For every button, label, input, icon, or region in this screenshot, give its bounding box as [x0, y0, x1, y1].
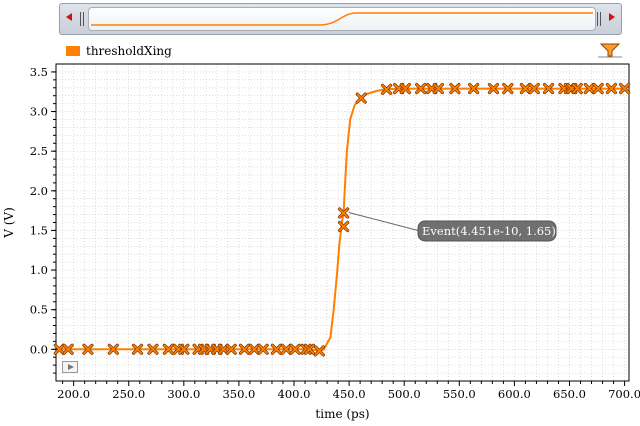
- data-point-marker: [303, 343, 316, 355]
- data-point-marker: [415, 82, 427, 95]
- x-tick-label: 550.0: [443, 387, 476, 401]
- data-point-marker: [178, 343, 190, 355]
- data-point-marker: [53, 343, 65, 355]
- data-point-marker: [313, 345, 325, 357]
- data-point-marker: [131, 343, 144, 355]
- callout-label: Event(4.451e-10, 1.65): [422, 224, 556, 238]
- y-tick-label: 1.0: [30, 263, 48, 277]
- x-tick-label: 250.0: [112, 387, 145, 401]
- series-line-thresholdXing: [59, 87, 625, 352]
- navigator-window[interactable]: [88, 7, 596, 31]
- y-tick-label: 0.5: [30, 303, 48, 317]
- data-point-marker: [217, 343, 230, 355]
- data-point-marker: [399, 82, 411, 95]
- data-point-marker: [583, 82, 595, 95]
- data-point-marker: [162, 343, 174, 355]
- x-axis-label: time (ps): [315, 407, 369, 421]
- series-markers: [53, 82, 631, 357]
- range-navigator[interactable]: [59, 3, 622, 35]
- data-point-marker: [82, 343, 94, 355]
- legend-label: thresholdXing: [86, 44, 172, 58]
- legend-swatch: [66, 46, 80, 56]
- data-point-marker: [605, 82, 617, 95]
- grid: [56, 64, 629, 381]
- x-tick-label: 350.0: [222, 387, 255, 401]
- play-icon[interactable]: [62, 361, 78, 373]
- data-point-marker: [618, 82, 631, 95]
- callout-box: [417, 220, 557, 242]
- data-point-marker: [62, 343, 74, 355]
- scroll-right-icon[interactable]: [609, 13, 615, 21]
- data-point-marker: [289, 343, 301, 355]
- filter-icon[interactable]: [598, 42, 622, 58]
- data-point-marker: [248, 343, 260, 355]
- y-tick-label: 0.0: [30, 342, 48, 356]
- y-tick-label: 3.0: [30, 105, 48, 119]
- data-point-marker: [355, 92, 367, 104]
- data-point-marker: [542, 82, 555, 95]
- y-tick-label: 2.5: [30, 144, 48, 158]
- data-point-marker: [338, 220, 350, 233]
- data-point-marker: [280, 343, 292, 355]
- data-point-marker: [519, 82, 532, 95]
- data-point-marker: [487, 82, 500, 95]
- data-point-marker: [571, 82, 583, 95]
- data-point-marker: [238, 343, 251, 355]
- y-tick-label: 2.0: [30, 184, 48, 198]
- y-tick-label: 3.5: [30, 65, 48, 79]
- y-tick-label: 1.5: [30, 223, 48, 237]
- data-point-marker: [270, 343, 282, 355]
- y-axis-label: V (V): [2, 207, 16, 239]
- axes: 200.0 250.0 300.0 350.0 400.0 450.0 500.0 550.0…: [30, 65, 640, 401]
- x-tick-label: 600.0: [498, 387, 531, 401]
- data-point-marker: [468, 82, 480, 95]
- data-point-marker: [432, 82, 444, 95]
- legend[interactable]: thresholdXing: [66, 44, 172, 58]
- scroll-left-icon[interactable]: [66, 13, 72, 21]
- navigator-right-handle[interactable]: [597, 12, 601, 26]
- x-tick-label: 400.0: [278, 387, 311, 401]
- x-tick-label: 450.0: [333, 387, 366, 401]
- x-tick-label: 200.0: [57, 387, 90, 401]
- data-point-marker: [225, 343, 237, 355]
- x-tick-label: 500.0: [388, 387, 421, 401]
- navigator-left-handle[interactable]: [80, 12, 84, 26]
- callout-leader: [348, 212, 421, 232]
- data-point-marker: [380, 83, 393, 95]
- data-point-marker: [592, 82, 604, 95]
- data-point-marker: [107, 343, 119, 355]
- data-point-marker: [528, 82, 540, 95]
- x-tick-label: 300.0: [167, 387, 200, 401]
- data-point-marker: [257, 343, 269, 355]
- event-callout[interactable]: Event(4.451e-10, 1.65): [348, 212, 557, 242]
- data-point-marker: [502, 82, 514, 95]
- data-point-marker: [338, 207, 350, 219]
- x-tick-label: 650.0: [553, 387, 586, 401]
- data-point-marker: [147, 343, 159, 355]
- data-point-marker: [449, 82, 461, 95]
- navigator-preview-curve: [91, 12, 593, 26]
- x-tick-label: 700.0: [608, 387, 640, 401]
